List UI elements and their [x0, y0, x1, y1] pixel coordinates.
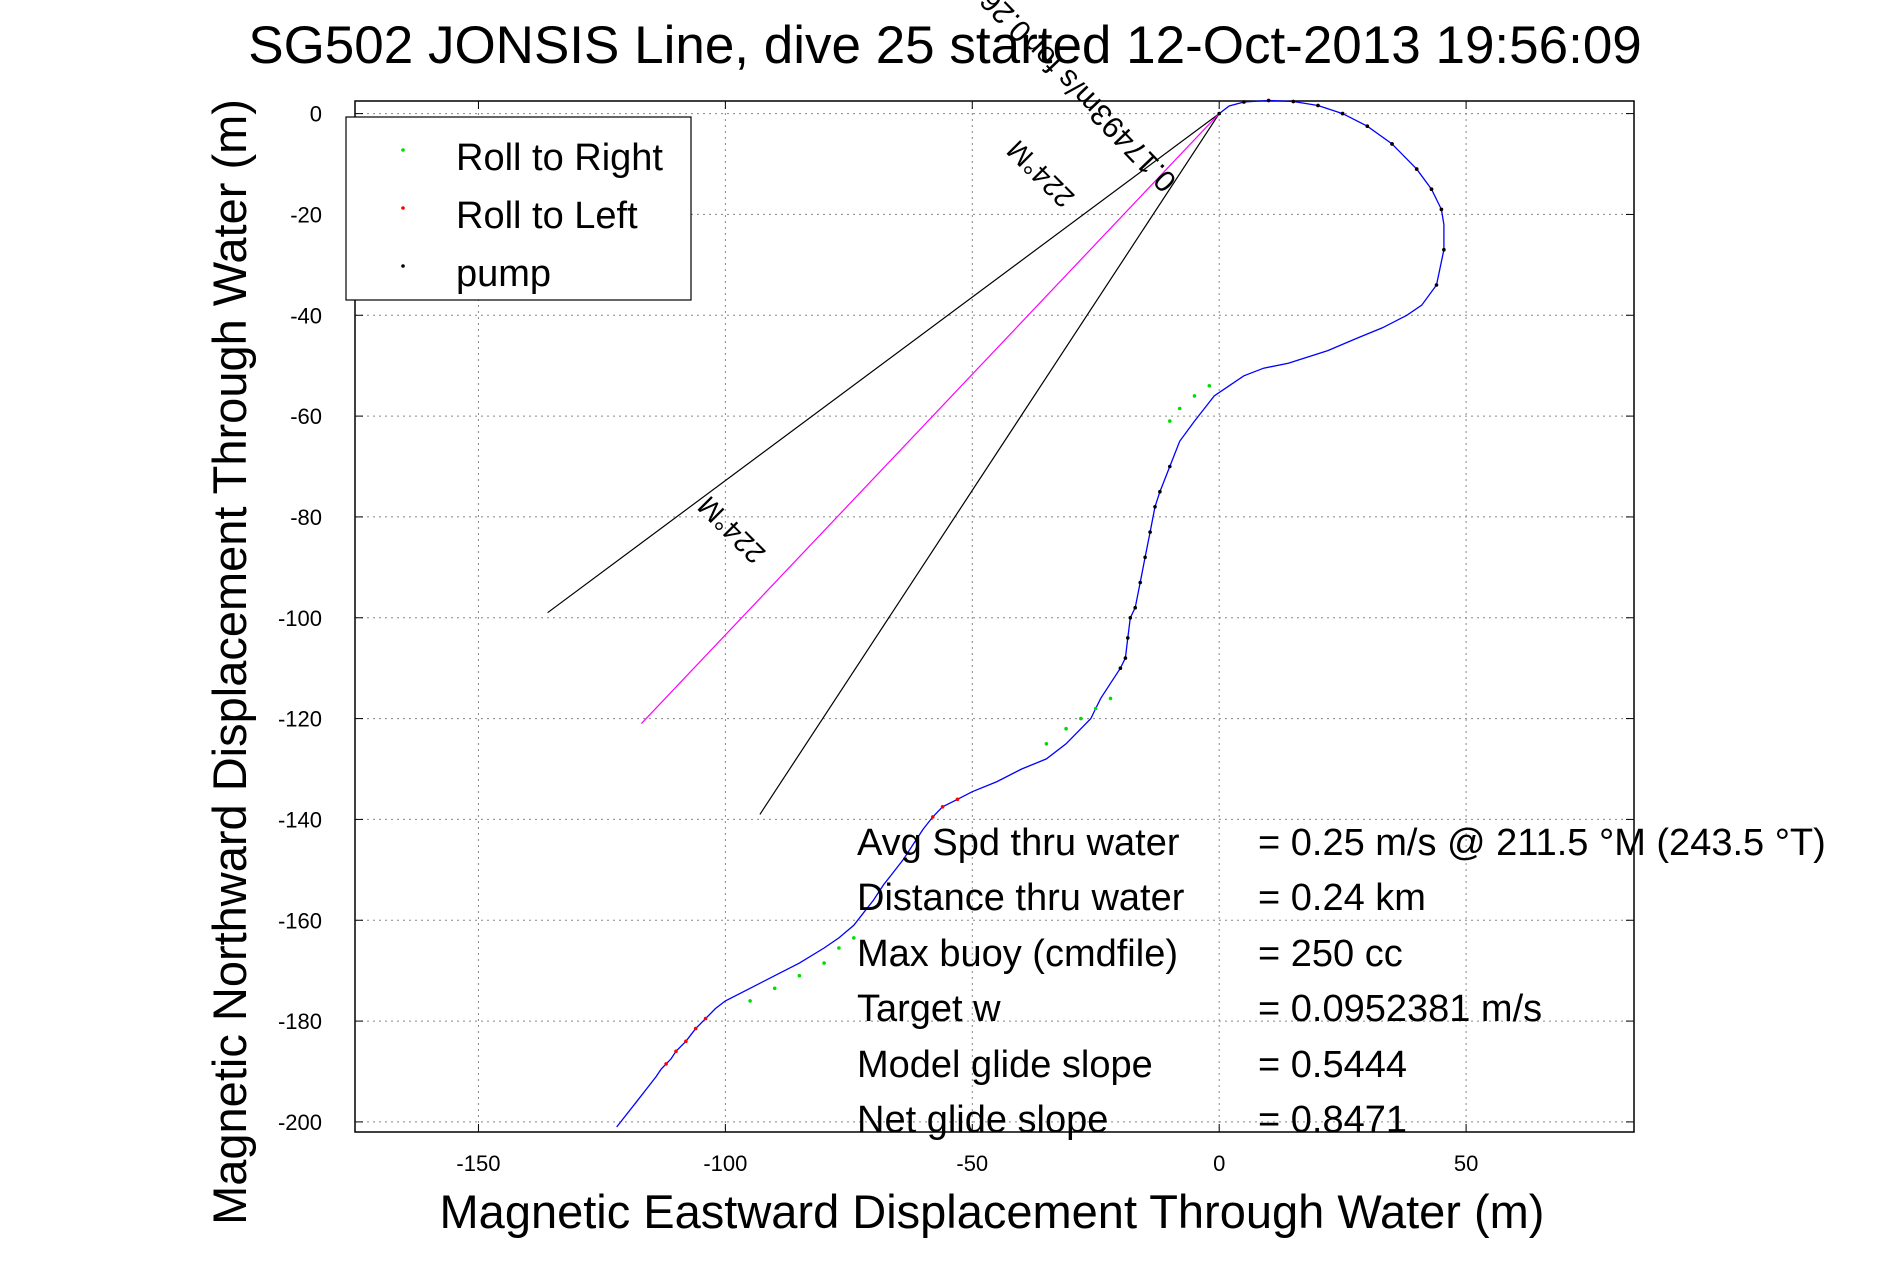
data-point	[703, 1016, 708, 1021]
data-point	[772, 986, 777, 991]
data-point	[1340, 111, 1345, 116]
stat-value-distance: = 0.24 km	[1258, 877, 1426, 919]
data-point	[674, 1049, 678, 1054]
upper-bound-line	[547, 113, 1220, 614]
data-point	[1148, 530, 1152, 534]
y-tick-label: -80	[290, 505, 322, 530]
stat-label-avg-speed: Avg Spd thru water	[857, 822, 1180, 864]
legend-label-roll-left: Roll to Left	[456, 195, 638, 237]
y-tick-label: -160	[278, 908, 322, 933]
data-point	[1414, 167, 1419, 171]
y-tick-label: -100	[278, 606, 322, 631]
stat-value-target-w: = 0.0952381 m/s	[1258, 988, 1542, 1030]
stat-label-distance: Distance thru water	[857, 877, 1185, 919]
data-point	[1138, 580, 1142, 585]
data-point	[1365, 124, 1370, 128]
stat-label-target-w: Target w	[857, 988, 1001, 1030]
x-axis-label: Magnetic Eastward Displacement Through W…	[440, 1185, 1545, 1238]
data-point	[931, 815, 935, 819]
x-tick-label: -150	[456, 1151, 500, 1176]
data-point	[837, 946, 841, 950]
data-point	[1390, 142, 1394, 146]
data-point	[1126, 636, 1130, 640]
data-point	[1217, 111, 1221, 116]
data-point	[1133, 605, 1137, 610]
data-point	[1207, 384, 1212, 388]
y-tick-label: -200	[278, 1110, 322, 1135]
stats-block: Avg Spd thru water = 0.25 m/s @ 211.5 °M…	[857, 822, 1826, 1141]
data-point	[822, 961, 826, 965]
grid	[355, 101, 1634, 1132]
legend-label-roll-right: Roll to Right	[456, 137, 663, 179]
series-pump	[1118, 98, 1446, 670]
data-point	[1439, 207, 1444, 212]
data-point	[1242, 100, 1246, 104]
chart-title: SG502 JONSIS Line, dive 25 started 12-Oc…	[248, 16, 1642, 75]
stat-value-max-buoy: = 250 cc	[1258, 933, 1403, 975]
legend-marker-pump	[401, 264, 405, 268]
lower-bound-line	[759, 113, 1220, 815]
data-point	[1153, 505, 1157, 509]
data-point	[1044, 742, 1049, 746]
data-point	[1168, 419, 1172, 423]
stat-value-avg-speed: = 0.25 m/s @ 211.5 °M (243.5 °T)	[1258, 822, 1826, 864]
data-point	[1123, 656, 1128, 660]
x-tick-label: -100	[703, 1151, 747, 1176]
x-tick-label: 50	[1454, 1151, 1478, 1176]
x-tick-label: 0	[1213, 1151, 1225, 1176]
y-tick-label: -140	[278, 807, 322, 832]
data-point	[1064, 726, 1068, 731]
average-heading-line	[640, 113, 1220, 725]
data-point	[1079, 716, 1083, 721]
stat-label-max-buoy: Max buoy (cmdfile)	[857, 933, 1178, 975]
stat-label-net-glide: Net glide slope	[857, 1099, 1108, 1141]
data-point	[797, 973, 802, 978]
y-tick-label: -120	[278, 707, 322, 732]
data-point	[852, 936, 856, 940]
x-tick-label: -50	[956, 1151, 988, 1176]
y-tick-label: -40	[290, 303, 322, 328]
legend-marker-roll-right	[401, 148, 405, 152]
data-point	[1429, 187, 1434, 191]
data-point	[1158, 489, 1162, 494]
data-point	[1168, 464, 1172, 469]
data-point	[1291, 99, 1296, 104]
reference-lines	[547, 113, 1220, 815]
data-point	[940, 805, 945, 809]
data-point	[1266, 98, 1271, 103]
data-point	[1316, 103, 1320, 108]
stat-value-net-glide: = 0.8471	[1258, 1099, 1407, 1141]
data-point	[1118, 666, 1123, 670]
legend-marker-roll-left	[401, 206, 405, 210]
stat-label-model-glide: Model glide slope	[857, 1044, 1153, 1086]
data-point	[1128, 616, 1133, 620]
axis-ticks: -150 -100 -50 0 50 0 -20 -40 -60 -80 -100 -120 -140 -…	[278, 101, 1634, 1176]
legend-label-pump: pump	[456, 253, 551, 295]
y-tick-label: 0	[310, 102, 322, 127]
data-point	[1143, 555, 1147, 560]
data-point	[1093, 706, 1098, 711]
series-group	[616, 98, 1446, 1128]
y-tick-label: -180	[278, 1009, 322, 1034]
data-point	[1108, 696, 1113, 701]
data-point	[1434, 283, 1439, 287]
data-point	[955, 797, 960, 802]
data-point	[664, 1062, 668, 1066]
y-tick-label: -60	[290, 404, 322, 429]
data-point	[684, 1039, 688, 1044]
legend: Roll to Right Roll to Left pump	[345, 116, 692, 301]
data-point	[748, 999, 752, 1003]
data-point	[1192, 394, 1197, 398]
series-roll-to-right	[748, 384, 1212, 1003]
y-tick-label: -20	[290, 202, 322, 227]
y-axis-label: Magnetic Northward Displacement Through …	[203, 99, 256, 1225]
data-point	[693, 1026, 698, 1031]
data-point	[1177, 406, 1182, 411]
stat-value-model-glide: = 0.5444	[1258, 1044, 1407, 1086]
data-point	[1442, 247, 1446, 252]
